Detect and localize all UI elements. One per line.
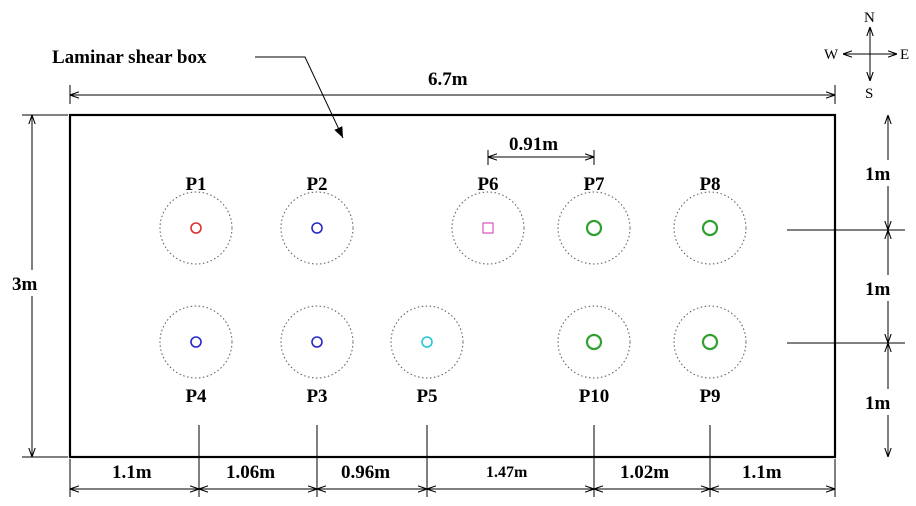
row-spacing-label-3: 1m [865, 393, 891, 414]
pile-marker-p7 [585, 219, 603, 237]
pile-markers: P1 P2 P6 P7 P8 P4 P3 P5 P10 P9 [185, 174, 720, 407]
compass-w-label: W [824, 47, 839, 63]
title-leader-line [255, 56, 344, 139]
influence-zone-p8 [673, 191, 747, 265]
influence-zone-p6 [451, 191, 525, 265]
pile-influence-zones [159, 191, 747, 379]
pile-label-p5: P5 [416, 386, 437, 407]
pile-marker-p8 [701, 219, 719, 237]
pile-label-p1: P1 [185, 174, 206, 195]
influence-zone-p5 [390, 305, 464, 379]
pile-label-p9: P9 [699, 386, 720, 407]
bottom-spacing-label-1: 1.1m [112, 462, 152, 483]
height-label: 3m [12, 274, 38, 295]
bottom-spacing-label-4: 1.47m [486, 464, 528, 481]
pile-label-p4: P4 [185, 386, 207, 407]
top-spacing-label: 0.91m [509, 134, 558, 155]
pile-marker-p9 [701, 333, 719, 351]
pile-marker-p6 [482, 222, 494, 234]
influence-zone-p9 [673, 305, 747, 379]
bottom-spacing-label-5: 1.02m [620, 462, 669, 483]
influence-zone-p10 [557, 305, 631, 379]
bottom-spacing-label-2: 1.06m [226, 462, 275, 483]
pile-label-p7: P7 [583, 174, 605, 195]
bottom-spacing-label-3: 0.96m [341, 462, 390, 483]
pile-marker-p10 [585, 333, 603, 351]
influence-zone-p2 [280, 191, 354, 265]
bottom-spacing-dimensions: 1.1m 1.06m 0.96m 1.47m 1.02m 1.1m [69, 425, 836, 497]
pile-label-p10: P10 [579, 386, 610, 407]
compass-rose: N S W E [824, 10, 909, 102]
influence-zone-p4 [159, 305, 233, 379]
compass-n-label: N [864, 10, 875, 26]
pile-marker-p1 [190, 222, 202, 234]
overall-width-dimension: 6.7m [69, 69, 836, 104]
pile-marker-p5 [421, 336, 433, 348]
bottom-spacing-label-6: 1.1m [742, 462, 782, 483]
pile-label-p8: P8 [699, 174, 720, 195]
height-dimension: 3m [8, 114, 68, 458]
row-spacing-label-1: 1m [865, 164, 891, 185]
influence-zone-p1 [159, 191, 233, 265]
pile-marker-p4 [190, 336, 202, 348]
compass-s-label: S [865, 86, 873, 102]
pile-label-p2: P2 [306, 174, 327, 195]
top-spacing-dimension: 0.91m [487, 134, 595, 165]
pile-label-p3: P3 [306, 386, 327, 407]
influence-zone-p3 [280, 305, 354, 379]
pile-marker-p3 [311, 336, 323, 348]
pile-label-p6: P6 [477, 174, 498, 195]
influence-zone-p7 [557, 191, 631, 265]
compass-e-label: E [900, 47, 909, 63]
pile-marker-p2 [311, 222, 323, 234]
laminar-shear-box [68, 113, 837, 459]
row-spacing-dimensions: 1m 1m 1m [787, 115, 908, 457]
row-spacing-label-2: 1m [865, 279, 891, 300]
title-label: Laminar shear box [52, 47, 207, 68]
overall-width-label: 6.7m [428, 69, 468, 90]
